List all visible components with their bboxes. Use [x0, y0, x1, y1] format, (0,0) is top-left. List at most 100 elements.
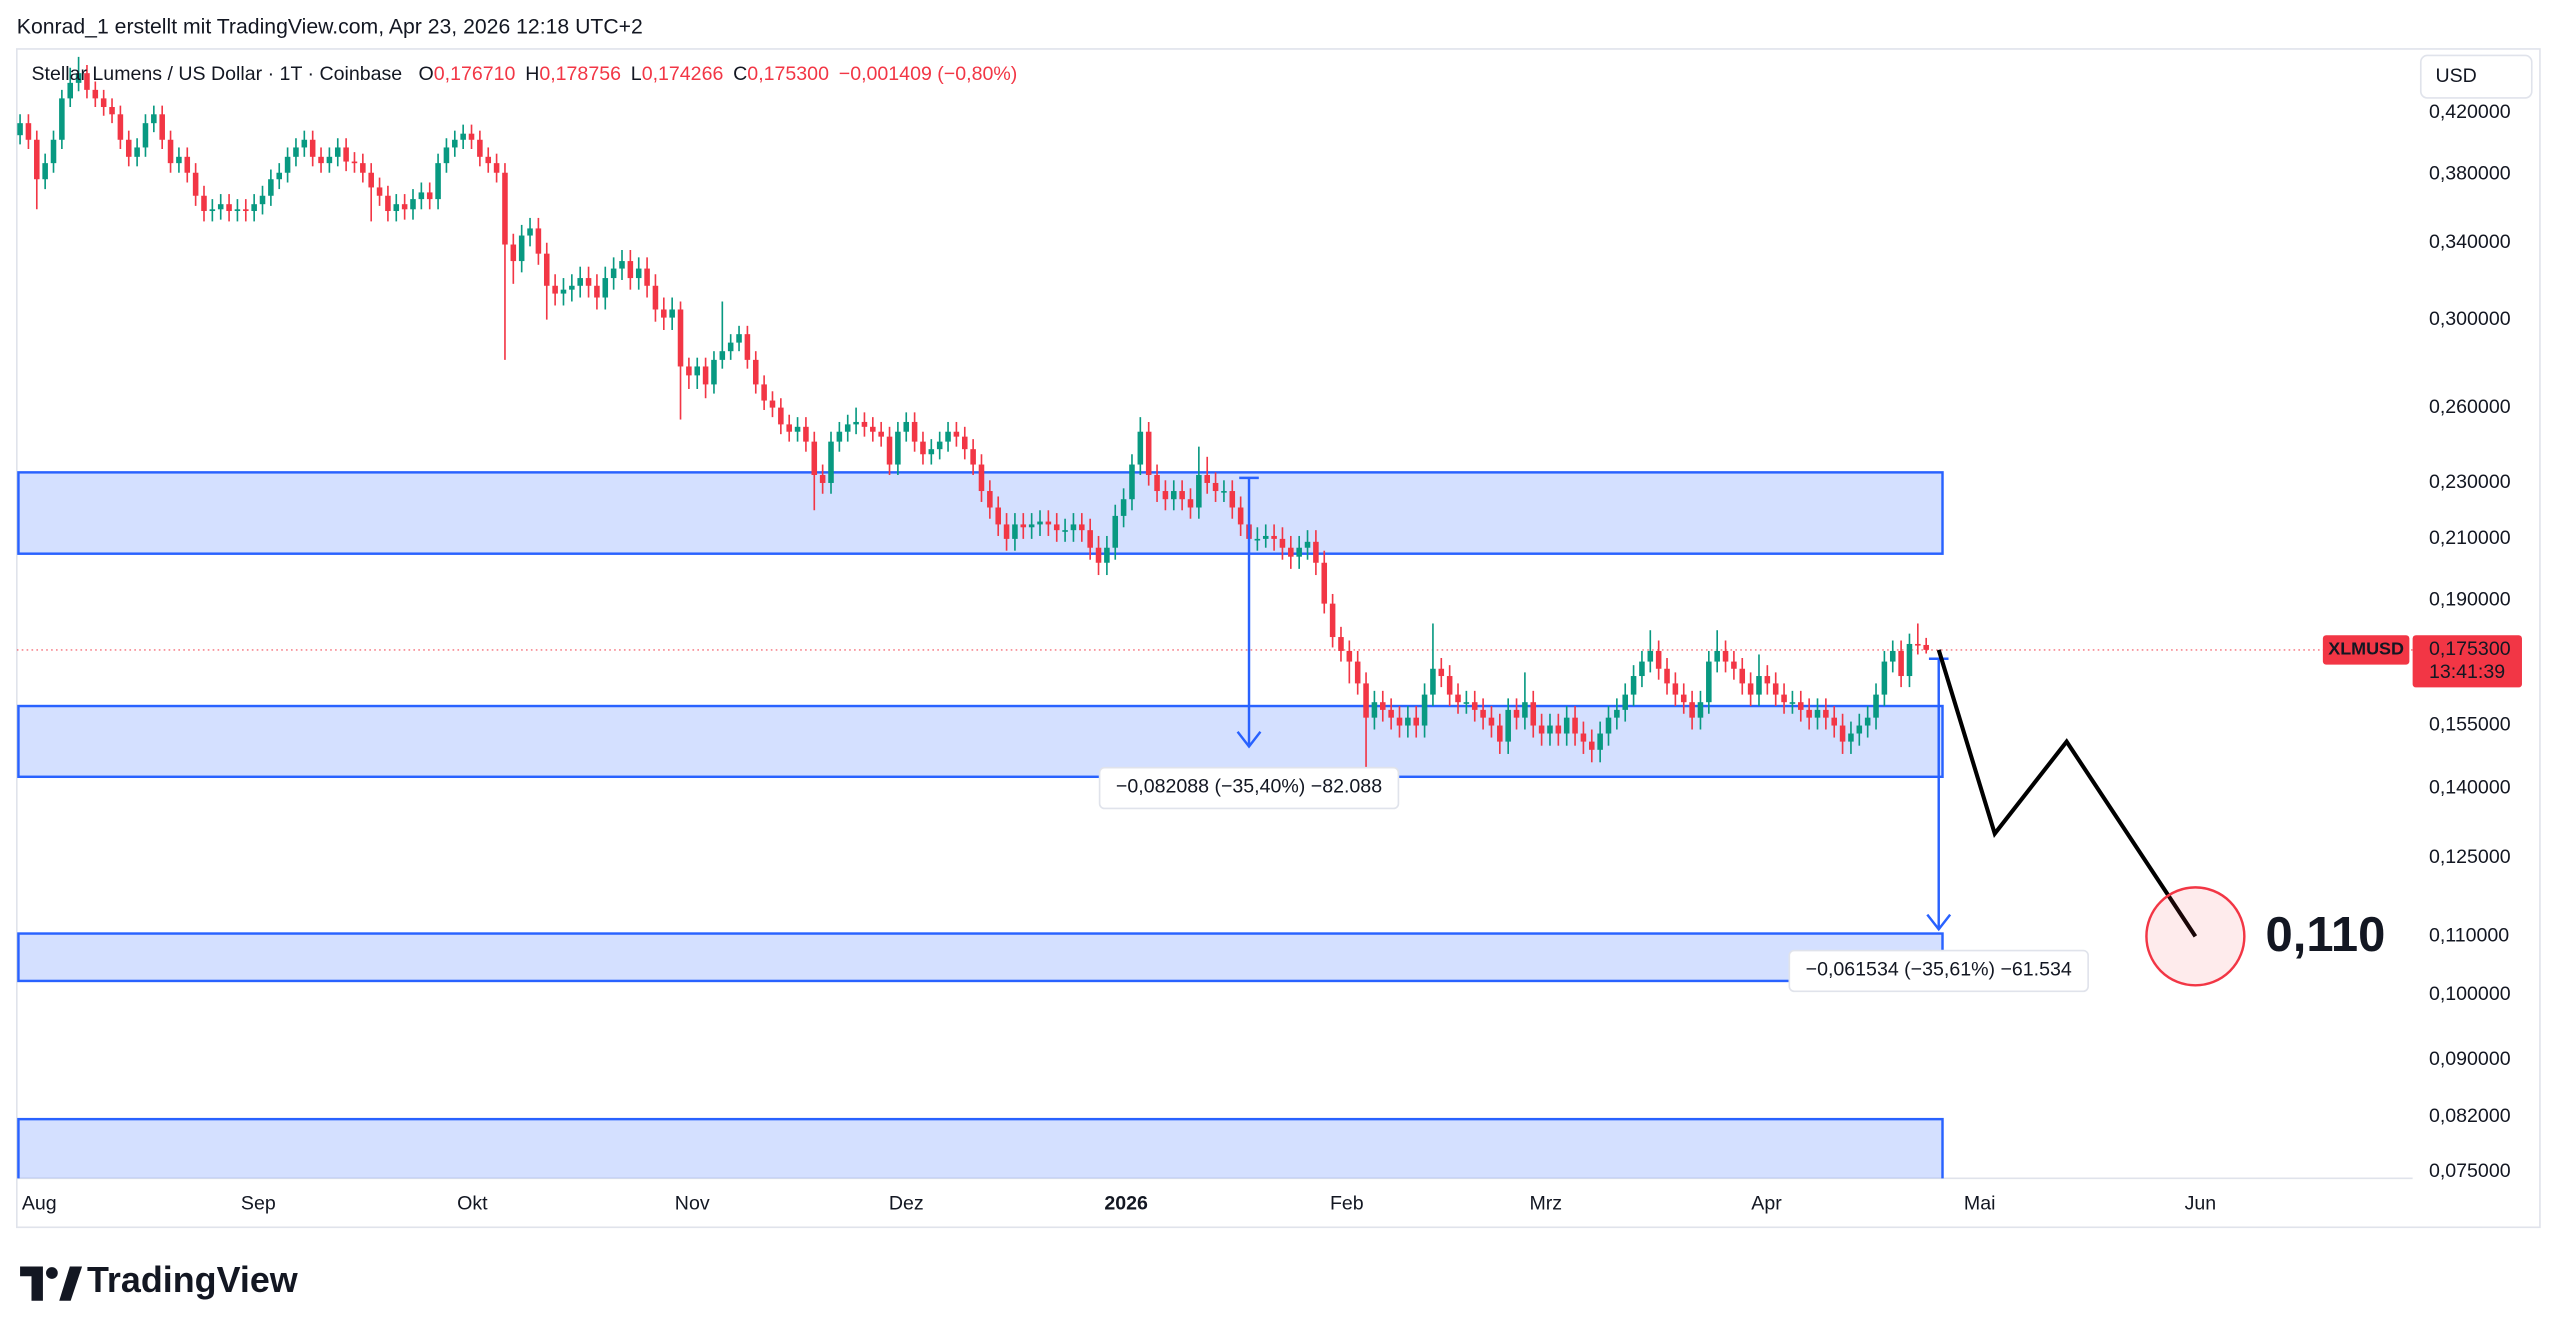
candle-body [293, 147, 299, 157]
candle-body [936, 441, 943, 450]
candle-body [1221, 491, 1227, 493]
candle-body [878, 431, 884, 437]
candle-body [677, 309, 684, 367]
candle-body [351, 161, 358, 164]
candle-body [1170, 491, 1177, 500]
candle-body [1722, 650, 1729, 662]
candle-body [1906, 643, 1913, 677]
candle-body [401, 204, 408, 210]
candle-body [560, 289, 567, 294]
candle-body [1563, 717, 1570, 734]
candle-body [945, 431, 951, 442]
x-tick-label: Dez [889, 1193, 924, 1215]
candle-body [1296, 547, 1302, 557]
x-tick-label: 2026 [1104, 1193, 1148, 1215]
candle-body [836, 431, 843, 442]
candle-body [1530, 702, 1537, 726]
candle-body [1614, 709, 1620, 718]
candle-body [217, 204, 224, 210]
candle-body [1664, 668, 1670, 684]
currency: USD [2435, 65, 2476, 87]
candle-body [761, 384, 767, 401]
candle-body [1304, 541, 1311, 548]
candle-body [518, 235, 525, 262]
candle-body [251, 204, 257, 212]
candle-body [1095, 547, 1102, 563]
candle-body [1881, 661, 1888, 695]
candle-body [301, 139, 308, 148]
candle-body [978, 464, 985, 492]
chart-frame [15, 48, 2541, 1229]
candle-body [1522, 702, 1528, 718]
candle-body [569, 285, 575, 290]
candle-body [1630, 676, 1637, 695]
price-tag: 0,175300 [2429, 638, 2511, 660]
price-zone [17, 704, 1944, 779]
candle-body [1798, 702, 1804, 710]
candle-body [1873, 694, 1879, 718]
ohlc-value: 0,175300 [747, 63, 829, 85]
candle-body [34, 139, 40, 180]
candle-body [1471, 702, 1478, 710]
candle-body [811, 441, 818, 476]
candle-body [1647, 650, 1654, 662]
candle-body [151, 114, 157, 124]
ohlc-value: 0,178756 [539, 63, 621, 85]
candle-body [468, 133, 475, 140]
candle-body [1371, 702, 1378, 718]
x-tick-label: Apr [1751, 1193, 1782, 1215]
measure-arrow [1926, 657, 1952, 932]
candle-body [610, 268, 617, 279]
candle-body [1706, 661, 1712, 703]
candle-body [1689, 702, 1695, 718]
candle-body [1003, 524, 1010, 539]
candle-body [309, 139, 316, 157]
candle-body [961, 436, 968, 450]
candle-body [1672, 683, 1679, 695]
candle-body [1697, 702, 1704, 718]
y-tick-label: 0,260000 [2429, 396, 2511, 418]
candle-body [17, 123, 23, 136]
candle-body [426, 192, 433, 200]
candle-body [535, 228, 542, 254]
y-tick-label: 0,380000 [2429, 163, 2511, 185]
candle-body [1388, 709, 1394, 718]
candle-body [552, 285, 558, 294]
candle-body [1112, 515, 1119, 548]
y-tick-label: 0,420000 [2429, 101, 2511, 123]
candle-body [1288, 547, 1294, 557]
measure-label: −0,082088 (−35,40%) −82.088 [1116, 775, 1382, 797]
price-tag-bg [2412, 635, 2522, 688]
candle-body [903, 421, 910, 432]
candle-body [861, 421, 868, 427]
candle-body [803, 426, 809, 442]
candle-body [1321, 562, 1328, 604]
candle-body [1580, 733, 1587, 742]
candle-body [1053, 524, 1060, 531]
candle-body [1396, 717, 1403, 726]
candle-body [393, 204, 400, 212]
logo-icon-bar [20, 1266, 43, 1301]
candle-body [1806, 709, 1812, 718]
candle-body [602, 278, 609, 298]
candle-body [243, 209, 249, 212]
candle-body [1187, 499, 1194, 508]
candle-body [42, 163, 48, 180]
candle-body [1463, 702, 1470, 704]
candle-body [661, 309, 667, 318]
candle-body [1204, 475, 1210, 483]
candle-body [1480, 709, 1486, 718]
candle-body [1589, 741, 1595, 750]
measure-label: −0,061534 (−35,61%) −61.534 [1806, 958, 2072, 980]
price-zone [17, 932, 1944, 983]
measure-label-box: −0,061534 (−35,61%) −61.534 [1788, 949, 2089, 993]
candle-body [343, 147, 349, 162]
candle-body [1012, 524, 1018, 539]
candle-body [895, 431, 901, 465]
candle-body [176, 156, 182, 164]
target-circle [2145, 886, 2246, 987]
candle-body [510, 244, 517, 262]
currency-box[interactable] [2419, 54, 2533, 99]
